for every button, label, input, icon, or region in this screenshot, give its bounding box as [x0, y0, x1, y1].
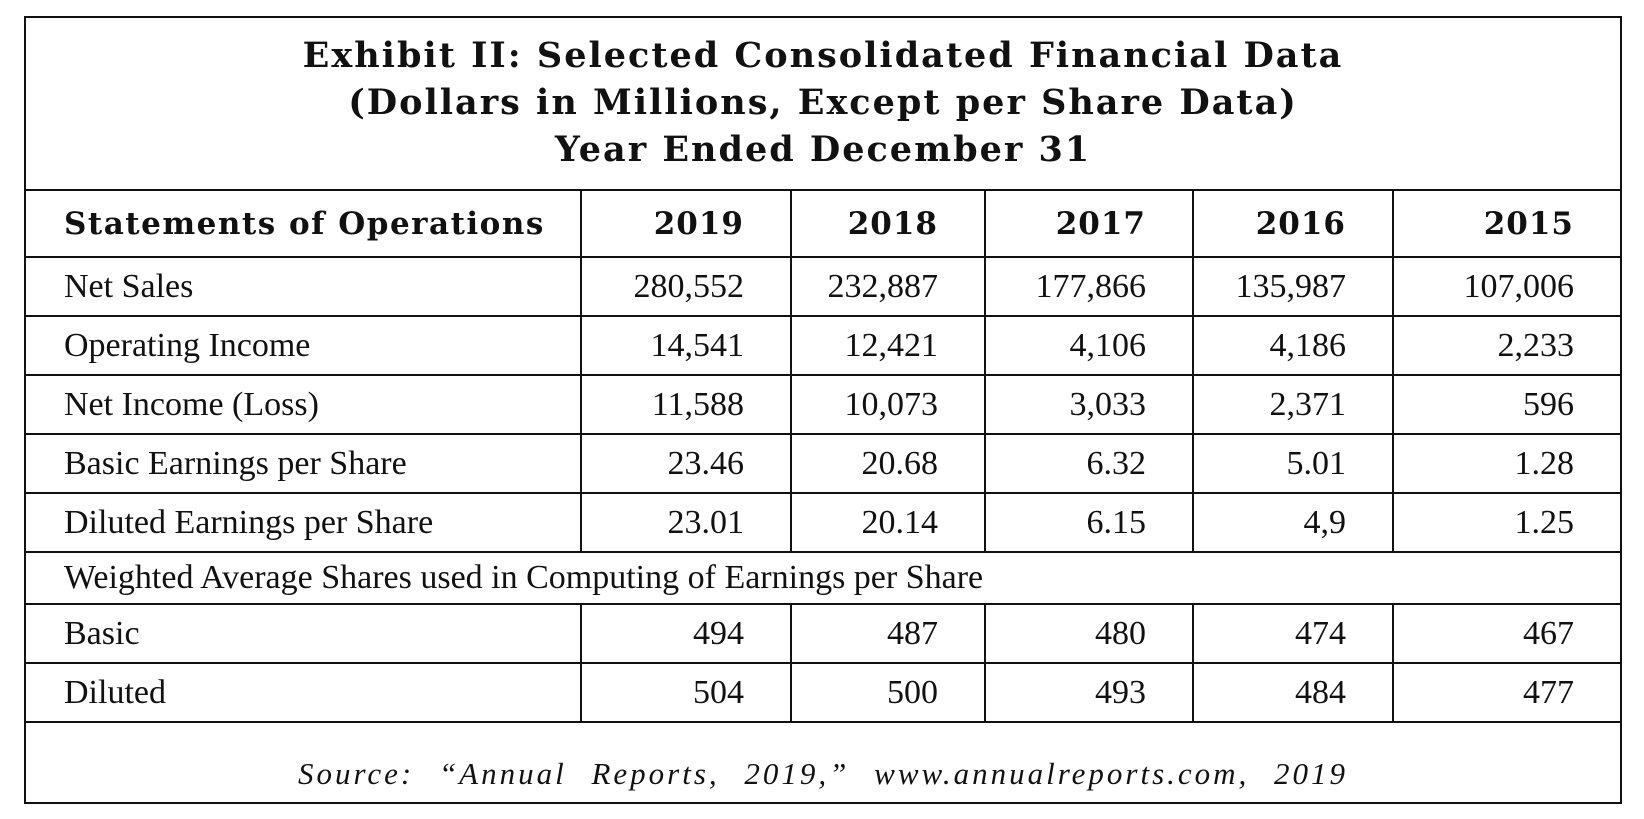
row-label: Diluted Earnings per Share [26, 494, 582, 551]
table-cell: 480 [986, 605, 1194, 662]
row-label: Net Income (Loss) [26, 376, 582, 433]
table-cell: 14,541 [582, 317, 792, 374]
table-cell: 474 [1194, 605, 1394, 662]
table-cell: 232,887 [792, 258, 986, 315]
table-cell: 500 [792, 664, 986, 721]
table-cell: 4,106 [986, 317, 1194, 374]
header-row: Statements of Operations 2019 2018 2017 … [26, 191, 1620, 258]
table-row-net-income: Net Income (Loss) 11,588 10,073 3,033 2,… [26, 376, 1620, 435]
table-row-operating-income: Operating Income 14,541 12,421 4,106 4,1… [26, 317, 1620, 376]
table-cell: 493 [986, 664, 1194, 721]
row-label: Basic [26, 605, 582, 662]
table-cell: 23.46 [582, 435, 792, 492]
row-label: Diluted [26, 664, 582, 721]
financial-grid: Statements of Operations 2019 2018 2017 … [26, 191, 1620, 723]
table-cell: 23.01 [582, 494, 792, 551]
table-cell: 107,006 [1463, 267, 1575, 305]
table-cell: 280,552 [582, 258, 792, 315]
table-cell: 12,421 [792, 317, 986, 374]
table-cell: 10,073 [792, 376, 986, 433]
table-cell: 477 [1523, 673, 1574, 711]
table-cell: 6.32 [986, 435, 1194, 492]
row-label: Operating Income [26, 317, 582, 374]
table-row-basic-eps: Basic Earnings per Share 23.46 20.68 6.3… [26, 435, 1620, 494]
row-label: Net Sales [26, 258, 582, 315]
row-label: Basic Earnings per Share [26, 435, 582, 492]
table-cell: 494 [582, 605, 792, 662]
table-cell: 1.25 [1514, 503, 1575, 541]
table-row-basic-shares: Basic 494 487 480 474 467 [26, 605, 1620, 664]
table-cell: 504 [582, 664, 792, 721]
table-cell: 11,588 [582, 376, 792, 433]
table-cell: 5.01 [1194, 435, 1394, 492]
table-cell: 487 [792, 605, 986, 662]
column-header-2015: 2015 [1483, 205, 1574, 242]
table-cell: 484 [1194, 664, 1394, 721]
table-row-diluted-eps: Diluted Earnings per Share 23.01 20.14 6… [26, 494, 1620, 553]
table-cell: 3,033 [986, 376, 1194, 433]
table-cell: 4,9 [1194, 494, 1394, 551]
table-cell: 2,233 [1497, 326, 1575, 364]
column-header-2017: 2017 [986, 191, 1194, 256]
column-header-2016: 2016 [1194, 191, 1394, 256]
section-row-weighted-shares: Weighted Average Shares used in Computin… [26, 553, 1620, 605]
table-cell: 20.14 [792, 494, 986, 551]
source-note: Source: “Annual Reports, 2019,” www.annu… [297, 756, 1349, 791]
table-row-net-sales: Net Sales 280,552 232,887 177,866 135,98… [26, 258, 1620, 317]
title-line-3: Year Ended December 31 [554, 129, 1092, 170]
title-line-2: (Dollars in Millions, Except per Share D… [348, 82, 1298, 123]
table-cell: 135,987 [1194, 258, 1394, 315]
exhibit-table: Exhibit II: Selected Consolidated Financ… [24, 16, 1622, 804]
table-cell: 467 [1523, 614, 1574, 652]
exhibit-title: Exhibit II: Selected Consolidated Financ… [26, 18, 1620, 191]
table-cell: 1.28 [1514, 444, 1575, 482]
table-cell: 20.68 [792, 435, 986, 492]
table-cell: 2,371 [1194, 376, 1394, 433]
column-header-2018: 2018 [792, 191, 986, 256]
table-cell: 6.15 [986, 494, 1194, 551]
table-cell: 177,866 [986, 258, 1194, 315]
table-cell: 596 [1523, 385, 1574, 423]
section-label: Weighted Average Shares used in Computin… [64, 559, 984, 596]
table-row-diluted-shares: Diluted 504 500 493 484 477 [26, 664, 1620, 723]
title-line-1: Exhibit II: Selected Consolidated Financ… [302, 35, 1344, 76]
column-header-statements: Statements of Operations [26, 191, 582, 256]
table-cell: 4,186 [1194, 317, 1394, 374]
column-header-2019: 2019 [582, 191, 792, 256]
